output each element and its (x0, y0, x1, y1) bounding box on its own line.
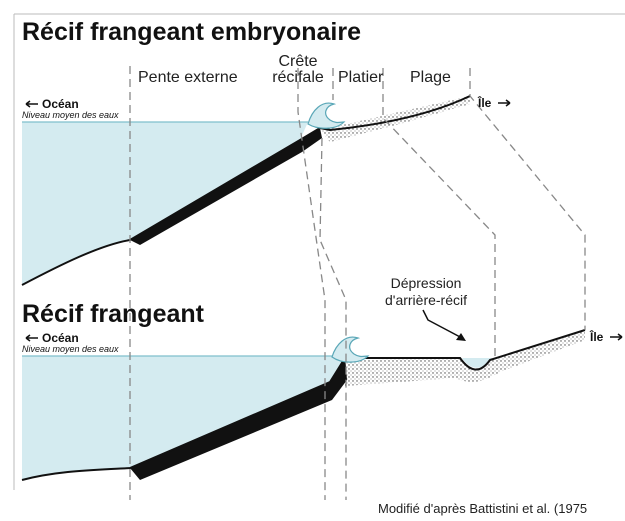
zone-lines (129, 66, 586, 500)
arrow (498, 99, 511, 107)
reef (130, 356, 347, 480)
arrow (25, 100, 38, 108)
island-label: Île (477, 95, 492, 110)
pointer (422, 309, 463, 339)
zone-label: récifale (272, 69, 324, 86)
ocean-label: Océan (42, 331, 79, 345)
panel-embryonic (21, 95, 471, 286)
seafloor (21, 329, 586, 481)
zone-label: Crête (278, 53, 317, 70)
zone-label: Platier (338, 69, 384, 86)
sea-level-label: Niveau moyen des eaux (22, 344, 119, 354)
wave (331, 336, 370, 363)
zone-label: Pente externe (138, 69, 238, 86)
panel-title: Récif frangeant embryonaire (22, 18, 361, 46)
depression-label: d'arrière-récif (385, 292, 467, 308)
reef (130, 128, 322, 245)
sediment (345, 330, 585, 386)
sea-level-label: Niveau moyen des eaux (22, 110, 119, 120)
sediment (320, 96, 470, 142)
panel-title: Récif frangeant (22, 300, 205, 328)
zone-label: Plage (410, 69, 451, 86)
arrowhead (456, 333, 466, 341)
arrow (610, 333, 623, 341)
island-label: Île (589, 329, 604, 344)
wave (307, 102, 346, 129)
arrow (25, 334, 38, 342)
water (22, 356, 345, 480)
seafloor (21, 95, 471, 286)
ocean-label: Océan (42, 97, 79, 111)
water (22, 122, 308, 285)
panel-fringing (21, 329, 586, 481)
depression-label: Dépression (391, 275, 462, 291)
credit: Modifié d'après Battistini et al. (1975 (378, 501, 587, 516)
